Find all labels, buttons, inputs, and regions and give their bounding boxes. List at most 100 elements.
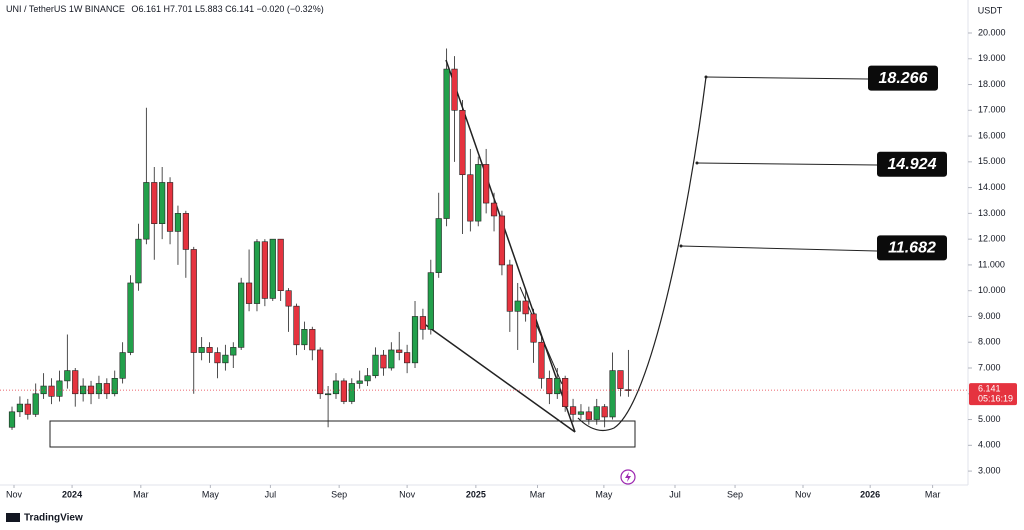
candle-body	[166, 182, 174, 232]
candle-body	[182, 213, 189, 250]
candle-body	[159, 182, 166, 224]
candle-body	[119, 352, 126, 379]
candle-body	[32, 393, 39, 415]
target-line	[680, 245, 878, 252]
candle-body	[8, 411, 16, 428]
candle-body	[617, 370, 624, 389]
candle-body	[198, 347, 205, 353]
y-tick-label: 7.000	[978, 362, 1001, 372]
c-label: C	[225, 4, 232, 14]
candle-body	[143, 182, 150, 240]
y-tick-label: 9.000	[978, 311, 1001, 321]
last-price-box	[969, 383, 1017, 406]
x-tick-label: Nov	[795, 489, 812, 499]
target-label: 11.682	[888, 240, 936, 257]
candle-body	[585, 411, 592, 420]
target-line	[705, 76, 869, 80]
candle-body	[293, 305, 300, 346]
target-label: 18.266	[879, 70, 928, 87]
y-tick-label: 18.000	[978, 79, 1006, 89]
y-tick-label: 13.000	[978, 208, 1006, 218]
candle-body	[380, 354, 387, 369]
interval: 1W	[69, 4, 83, 14]
target-box	[868, 65, 938, 91]
y-tick-label: 5.000	[978, 414, 1001, 424]
candle-body	[309, 329, 316, 351]
candle-body	[103, 383, 110, 395]
x-tick-label: Nov	[399, 489, 416, 499]
y-tick-label: 3.000	[978, 465, 1001, 475]
candle-body	[95, 383, 103, 395]
o-label: O	[131, 4, 138, 14]
candle-body	[64, 370, 71, 382]
candle-body	[253, 241, 261, 304]
candle-body	[625, 389, 632, 391]
candle-body	[514, 300, 521, 312]
x-tick-label: 2026	[860, 489, 880, 499]
candle-body	[475, 164, 482, 222]
candle-body	[324, 393, 332, 396]
candle-body	[72, 370, 79, 395]
candle-body	[245, 282, 253, 304]
candle-body	[230, 347, 237, 356]
x-tick-label: 2024	[62, 489, 82, 499]
candle-body	[467, 174, 474, 222]
candle-body	[506, 264, 513, 312]
x-tick-label: Mar	[530, 489, 546, 499]
candle-body	[569, 406, 577, 415]
target-label: 14.924	[888, 156, 937, 173]
change: −0.020 (−0.32%)	[257, 4, 324, 14]
candle-body	[396, 349, 403, 353]
candle-body	[609, 370, 616, 418]
y-tick-label: 14.000	[978, 182, 1006, 192]
o-value: 6.161	[138, 4, 161, 14]
x-tick-label: Mar	[925, 489, 941, 499]
candle-body	[56, 380, 63, 397]
candle-body	[16, 403, 24, 413]
projection-curve	[577, 76, 707, 431]
y-tick-label: 17.000	[978, 105, 1006, 115]
candle-body	[340, 380, 347, 402]
x-tick-label: Jul	[669, 489, 681, 499]
y-tick-label: 16.000	[978, 130, 1006, 140]
target-box	[877, 235, 947, 261]
candle-body	[285, 290, 292, 307]
candle-body	[261, 241, 268, 299]
candle-body	[48, 385, 55, 397]
x-tick-label: Sep	[331, 489, 347, 499]
y-tick-label: 11.000	[978, 259, 1005, 269]
candle-body	[40, 385, 47, 395]
candle-body	[562, 378, 569, 407]
countdown: 05:16:19	[978, 394, 1013, 404]
candle-body	[577, 411, 585, 415]
candle-body	[348, 383, 355, 402]
candle-body	[435, 218, 442, 273]
candle-body	[356, 380, 363, 384]
candle-body	[364, 375, 371, 382]
event-icon[interactable]	[620, 469, 636, 485]
anchor-dot	[704, 75, 708, 79]
last-price-label: 6.141	[978, 384, 1001, 394]
brand-logo	[6, 513, 20, 522]
candle-body	[419, 316, 427, 330]
candle-body	[443, 68, 450, 219]
anchor-dot	[695, 161, 699, 165]
candle-body	[411, 316, 419, 364]
currency: USDT	[978, 5, 1003, 15]
candle-body	[404, 352, 411, 364]
candle-body	[222, 354, 229, 364]
x-tick-label: Nov	[6, 489, 23, 499]
candle-body	[498, 215, 506, 266]
candle-body	[332, 380, 340, 395]
candle-body	[538, 341, 545, 379]
exchange: BINANCE	[85, 4, 125, 14]
header: UNI / TetherUS 1W BINANCE O6.161 H7.701 …	[6, 4, 324, 14]
y-tick-label: 19.000	[978, 53, 1006, 63]
candle-body	[87, 385, 95, 395]
candle-body	[317, 349, 324, 395]
y-tick-label: 10.000	[978, 285, 1006, 295]
x-tick-label: Mar	[133, 489, 149, 499]
candle-body	[190, 249, 197, 353]
candle-body	[127, 282, 134, 353]
